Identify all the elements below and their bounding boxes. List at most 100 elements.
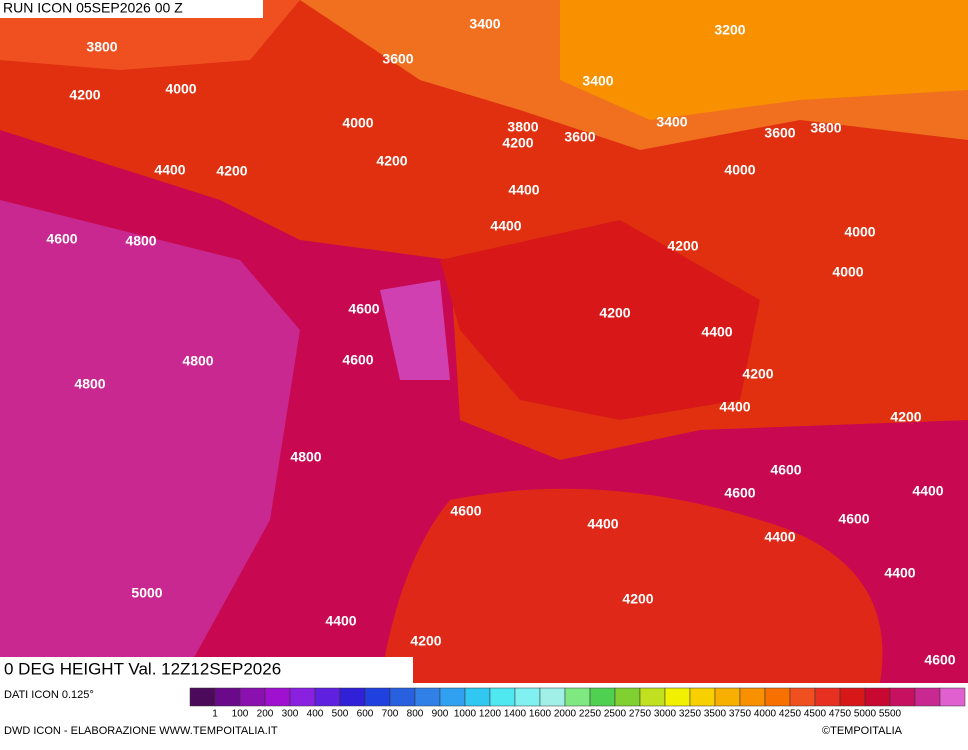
copyright: ©TEMPOITALIA	[822, 725, 903, 737]
contour-label: 4200	[890, 409, 921, 425]
contour-label: 4200	[410, 633, 441, 649]
legend-swatch	[389, 687, 416, 707]
legend-label: 2750	[629, 709, 652, 720]
contour-label: 3800	[810, 120, 841, 136]
legend-swatch	[664, 687, 691, 707]
legend-label: 1200	[479, 709, 502, 720]
contour-label: 3800	[507, 119, 538, 135]
contour-label: 4600	[924, 652, 955, 668]
source: DATI ICON 0.125°	[4, 689, 94, 701]
field-title: 0 DEG HEIGHT Val. 12Z12SEP2026	[4, 659, 281, 678]
contour-label: 4400	[587, 516, 618, 532]
contour-label: 4200	[742, 366, 773, 382]
contour-label: 5000	[131, 585, 162, 601]
run-title: RUN ICON 05SEP2026 00 Z	[3, 0, 183, 16]
contour-label: 3400	[469, 16, 500, 32]
legend-label: 5000	[854, 709, 877, 720]
legend-swatch	[314, 687, 341, 707]
legend-swatch	[689, 687, 716, 707]
legend-swatch	[639, 687, 666, 707]
pink-region	[0, 200, 300, 683]
legend-swatch	[539, 687, 566, 707]
contour-label: 4600	[46, 231, 77, 247]
legend-swatch	[364, 687, 391, 707]
legend-label: 3750	[729, 709, 752, 720]
legend-label: 3500	[704, 709, 727, 720]
legend-swatch	[889, 687, 916, 707]
contour-label: 4200	[216, 163, 247, 179]
legend-label: 800	[407, 709, 424, 720]
contour-label: 4000	[832, 264, 863, 280]
legend-label: 500	[332, 709, 349, 720]
contour-label: 4400	[719, 399, 750, 415]
legend-label: 1000	[454, 709, 477, 720]
contour-label: 4400	[912, 483, 943, 499]
legend-label: 2000	[554, 709, 577, 720]
legend-label: 2250	[579, 709, 602, 720]
legend-swatch	[589, 687, 616, 707]
legend-swatch	[939, 687, 966, 707]
contour-label: 4400	[764, 529, 795, 545]
footer-box	[0, 657, 413, 683]
legend-label: 100	[232, 709, 249, 720]
contour-label: 3800	[86, 39, 117, 55]
contour-label: 4200	[599, 305, 630, 321]
legend-swatch	[489, 687, 516, 707]
contour-label: 4400	[508, 182, 539, 198]
legend-swatch	[439, 687, 466, 707]
legend-label: 4000	[754, 709, 777, 720]
legend-swatch	[264, 687, 291, 707]
contour-labels: 3400 3200 3800 3600 3400 4200 4000 4000 3800 3600…	[46, 16, 955, 668]
legend-swatch	[739, 687, 766, 707]
legend-label: 1400	[504, 709, 527, 720]
contour-label: 4800	[74, 376, 105, 392]
red-adriatic	[440, 220, 760, 420]
legend-swatch	[189, 687, 216, 707]
legend-label: 4500	[804, 709, 827, 720]
legend-swatch	[914, 687, 941, 707]
legend-label: 400	[307, 709, 324, 720]
contour-label: 3600	[764, 125, 795, 141]
legend-label: 600	[357, 709, 374, 720]
legend-swatch	[214, 687, 241, 707]
contour-label: 4800	[182, 353, 213, 369]
contour-label: 4400	[154, 162, 185, 178]
contour-label: 4000	[724, 162, 755, 178]
contour-label: 3400	[582, 73, 613, 89]
legend-swatch	[839, 687, 866, 707]
red-south	[380, 488, 883, 683]
legend-label: 1600	[529, 709, 552, 720]
contour-label: 4600	[838, 511, 869, 527]
legend-swatch	[764, 687, 791, 707]
pink-ligurian	[380, 280, 450, 380]
contour-label: 4400	[490, 218, 521, 234]
legend-swatch	[564, 687, 591, 707]
contour-label: 4600	[724, 485, 755, 501]
contour-label: 3600	[564, 129, 595, 145]
light-orange-region	[560, 0, 968, 120]
legend-swatch	[814, 687, 841, 707]
legend-label: 4250	[779, 709, 802, 720]
contour-label: 4000	[844, 224, 875, 240]
legend-label: 3000	[654, 709, 677, 720]
contour-label: 4600	[348, 301, 379, 317]
legend-swatch	[339, 687, 366, 707]
contour-label: 4000	[342, 115, 373, 131]
legend-swatch	[789, 687, 816, 707]
legend-swatch	[514, 687, 541, 707]
legend: 1 100 200 300 400 500 600 700 800 900 1000 1200 1400…	[189, 687, 966, 720]
legend-label: 3250	[679, 709, 702, 720]
legend-label: 200	[257, 709, 274, 720]
credit: DWD ICON - ELABORAZIONE WWW.TEMPOITALIA.…	[4, 725, 278, 737]
contour-label: 4200	[502, 135, 533, 151]
legend-label: 700	[382, 709, 399, 720]
legend-label: 2500	[604, 709, 627, 720]
legend-label: 5500	[879, 709, 902, 720]
contour-label: 3200	[714, 22, 745, 38]
contour-label: 3600	[382, 51, 413, 67]
contour-label: 4800	[125, 233, 156, 249]
contour-label: 4600	[450, 503, 481, 519]
contour-label: 4400	[325, 613, 356, 629]
